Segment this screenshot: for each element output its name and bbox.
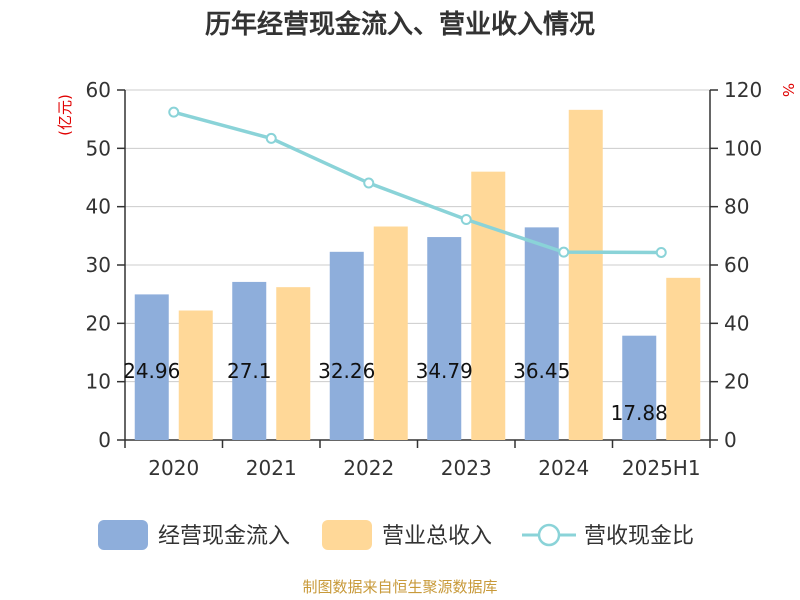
bar-revenue <box>666 277 701 440</box>
bar-cash-inflow <box>134 294 169 440</box>
ratio-line <box>168 106 667 258</box>
bar-cash-inflow <box>427 237 462 440</box>
bar-cash-inflow <box>232 281 267 440</box>
bar-cash-inflow <box>622 335 657 440</box>
bar-value-label: 17.88 <box>611 401 668 425</box>
bar-revenue <box>178 310 213 440</box>
y-left-tick-label: 10 <box>86 370 111 394</box>
y-right-tick-label: 60 <box>724 253 749 277</box>
legend-label-ratio[interactable]: 营收现金比 <box>584 524 694 549</box>
axes: 0 10 20 30 40 50 60 0 20 40 60 80 100 120 (亿元)% 2020 202… <box>56 78 797 480</box>
legend: 经营现金流入 营业总收入 营收现金比 <box>98 520 694 550</box>
bar-cash-inflow <box>524 227 559 440</box>
x-tick-label: 2022 <box>343 456 394 480</box>
x-tick-label: 2020 <box>148 456 199 480</box>
legend-swatch-revenue[interactable] <box>322 520 372 550</box>
ratio-line-point <box>655 246 667 258</box>
bar-value-label: 27.1 <box>227 359 272 383</box>
bar-revenue <box>471 171 506 440</box>
y-left-tick-label: 20 <box>86 311 111 335</box>
x-tick-label: 2025H1 <box>622 456 701 480</box>
bar-cash-inflow <box>329 251 364 440</box>
legend-label-revenue[interactable]: 营业总收入 <box>382 524 492 549</box>
source-note: 制图数据来自恒生聚源数据库 <box>302 578 498 596</box>
bar-revenue <box>568 109 603 440</box>
y-right-tick-label: 0 <box>724 428 737 452</box>
y-left-tick-label: 30 <box>86 253 111 277</box>
x-tick-label: 2021 <box>246 456 297 480</box>
ratio-line-point <box>460 214 472 225</box>
legend-swatch-cash-inflow[interactable] <box>98 520 148 550</box>
ratio-line-path <box>173 110 662 255</box>
bars <box>134 109 701 440</box>
y-left-tick-label: 0 <box>98 428 111 452</box>
y-right-tick-label: 40 <box>724 311 749 335</box>
x-tick-label: 2023 <box>441 456 492 480</box>
bar-value-label: 34.79 <box>416 359 473 383</box>
ratio-line-point <box>363 177 375 189</box>
bar-revenue <box>276 287 311 440</box>
ratio-line-point <box>558 246 570 258</box>
bar-revenue <box>373 226 408 440</box>
y-left-tick-label: 60 <box>86 78 111 102</box>
bar-value-labels: 24.96 27.1 32.26 34.79 36.45 17.88 <box>123 359 668 425</box>
y-right-tick-label: 120 <box>724 78 762 102</box>
legend-label-cash-inflow[interactable]: 经营现金流入 <box>158 524 290 549</box>
y-right-unit: % <box>779 83 797 97</box>
chart-title: 历年经营现金流入、营业收入情况 <box>204 10 595 40</box>
bar-value-label: 24.96 <box>123 359 180 383</box>
ratio-line-point <box>168 106 180 118</box>
y-left-tick-label: 40 <box>86 195 111 219</box>
y-left-tick-label: 50 <box>86 136 111 160</box>
x-tick-label: 2024 <box>538 456 589 480</box>
bar-value-label: 32.26 <box>318 359 375 383</box>
y-right-tick-label: 100 <box>724 136 762 160</box>
legend-swatch-ratio-marker[interactable] <box>537 523 561 547</box>
ratio-line-point <box>265 132 277 144</box>
y-right-tick-label: 80 <box>724 195 749 219</box>
bar-value-label: 36.45 <box>513 359 570 383</box>
y-left-unit: (亿元) <box>56 94 74 136</box>
y-right-tick-label: 20 <box>724 370 749 394</box>
